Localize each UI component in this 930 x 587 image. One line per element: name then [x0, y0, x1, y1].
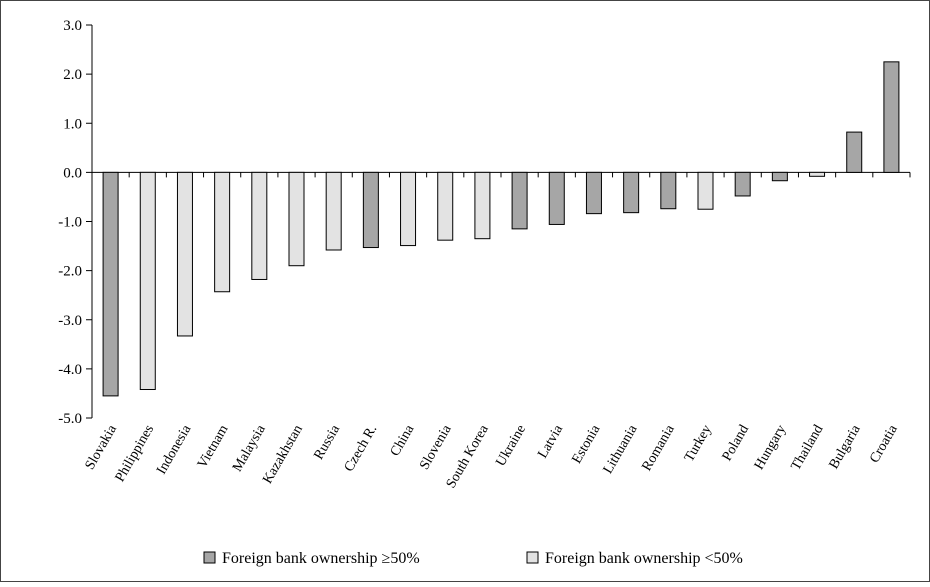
y-tick-label: -1.0 — [58, 215, 82, 231]
legend-label-high: Foreign bank ownership ≥50% — [222, 550, 420, 567]
legend-swatch-low — [526, 551, 539, 564]
bar-philippines — [139, 171, 156, 391]
bar-lithuania — [623, 171, 640, 214]
bar-bulgaria — [846, 131, 863, 173]
bar-slovakia — [102, 171, 119, 397]
bar-malaysia — [251, 171, 268, 280]
category-label: Bulgaria — [827, 422, 864, 472]
category-label: Indonesia — [154, 422, 195, 477]
bar-poland — [734, 171, 751, 197]
category-label: Turkey — [682, 423, 715, 465]
legend-swatch-high — [203, 551, 216, 564]
bar-hungary — [771, 171, 788, 182]
category-label: Philippines — [113, 423, 157, 485]
category-label: Lithuania — [601, 422, 641, 477]
category-label: Slovakia — [83, 422, 121, 473]
bar-latvia — [548, 171, 565, 225]
bar-ukraine — [511, 171, 528, 230]
bar-croatia — [883, 61, 900, 173]
category-label: Romania — [640, 422, 679, 474]
category-label: Thailand — [789, 423, 827, 474]
category-label: Slovenia — [417, 422, 455, 473]
y-tick-label: -2.0 — [58, 264, 82, 280]
legend-label-low: Foreign bank ownership <50% — [545, 550, 743, 567]
y-tick-label: -4.0 — [58, 362, 82, 378]
bar-czech-r — [362, 171, 379, 249]
bar-estonia — [585, 171, 602, 215]
category-label: Hungary — [752, 423, 789, 473]
bar-kazakhstan — [288, 171, 305, 267]
y-tick-label: 0.0 — [63, 165, 82, 181]
category-label: Ukraine — [494, 423, 530, 470]
bar-layer — [102, 61, 900, 397]
bar-south-korea — [474, 171, 491, 240]
category-label: China — [388, 422, 418, 459]
category-label: Vietnam — [195, 422, 232, 471]
bar-romania — [660, 171, 677, 210]
category-label: Estonia — [569, 422, 603, 467]
category-label: Malaysia — [230, 422, 269, 475]
y-tick-label: -5.0 — [58, 411, 82, 427]
legend: Foreign bank ownership ≥50% Foreign bank … — [203, 550, 743, 567]
y-tick-label: -3.0 — [58, 313, 82, 329]
y-tick-label: 3.0 — [63, 18, 82, 34]
bar-thailand — [809, 171, 826, 177]
category-label: Croatia — [867, 422, 901, 466]
bar-vietnam — [214, 171, 231, 293]
bar-indonesia — [176, 171, 193, 337]
category-label: Poland — [720, 423, 752, 464]
bar-turkey — [697, 171, 714, 210]
y-tick-label: 2.0 — [63, 67, 82, 83]
y-tick-label: 1.0 — [63, 116, 82, 132]
bar-slovenia — [437, 171, 454, 241]
bar-russia — [325, 171, 342, 251]
category-label: Latvia — [535, 422, 566, 461]
bar-china — [400, 171, 417, 247]
category-label: Russia — [311, 422, 343, 463]
category-label: Czech R. — [342, 423, 381, 475]
